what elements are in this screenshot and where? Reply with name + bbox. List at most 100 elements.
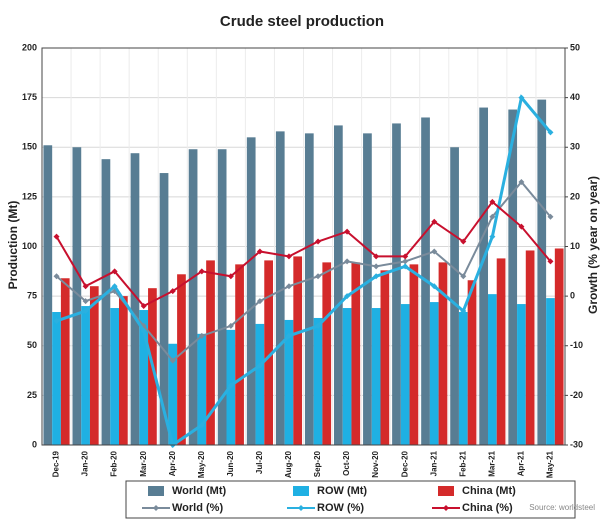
legend-label: World (%) (172, 502, 223, 514)
bar (508, 109, 518, 445)
bar (342, 308, 352, 445)
y-tick-label: 0 (32, 439, 37, 449)
bar (525, 250, 535, 445)
x-tick-label: Nov-20 (371, 450, 380, 477)
bar (409, 264, 419, 445)
y2-tick-label: 0 (570, 291, 575, 301)
bar (537, 99, 547, 446)
bar (168, 343, 178, 445)
marker (402, 253, 409, 260)
legend-label: China (%) (462, 502, 513, 514)
marker (82, 298, 89, 305)
source: Source: worldsteel (529, 503, 595, 512)
bar (118, 296, 128, 445)
x-tick-label: Oct-20 (342, 450, 351, 475)
marker (140, 327, 147, 334)
bar (197, 333, 207, 445)
marker (315, 322, 322, 329)
marker (344, 293, 351, 300)
line (56, 94, 552, 448)
marker (285, 283, 292, 290)
marker (198, 422, 205, 429)
bar (139, 310, 149, 445)
y2-axis-title: Growth (% year on year) (586, 176, 600, 314)
x-tick-label: Feb-21 (458, 450, 467, 476)
bar (81, 306, 90, 445)
x-tick-label: Jul-20 (255, 450, 264, 474)
marker (460, 308, 467, 315)
bar (304, 133, 314, 446)
bar (458, 312, 468, 445)
marker (547, 129, 554, 136)
bar (429, 302, 439, 445)
marker (111, 283, 118, 290)
marker (82, 283, 89, 290)
bar (363, 133, 372, 446)
marker (518, 94, 525, 101)
y2-tick-label: -10 (570, 340, 583, 350)
bar (467, 280, 477, 445)
marker (344, 258, 351, 265)
marker (489, 213, 496, 220)
bar (206, 260, 215, 445)
marker (140, 303, 147, 310)
bar (217, 149, 227, 446)
legend-marker (298, 505, 304, 511)
legend-marker (443, 505, 449, 511)
x-tick-label: Dec-19 (52, 450, 61, 477)
marker (198, 332, 205, 339)
marker (431, 248, 438, 255)
bar (488, 294, 497, 445)
marker (111, 268, 118, 275)
y-axis-title: Production (Mt) (6, 201, 20, 290)
x-tick-label: Aug-20 (284, 450, 293, 478)
marker (315, 273, 322, 280)
bar (438, 262, 448, 445)
y2-tick-label: -30 (570, 439, 583, 449)
marker (489, 198, 496, 205)
bar (43, 145, 53, 445)
y2-tick-label: 40 (570, 92, 580, 102)
marker (53, 317, 60, 324)
bar (130, 153, 140, 445)
legend-marker (153, 505, 159, 511)
y-tick-label: 150 (22, 142, 37, 152)
marker (169, 288, 176, 295)
marker (547, 213, 554, 220)
bar (101, 159, 111, 445)
marker (373, 253, 380, 260)
marker (315, 238, 322, 245)
legend-swatch (148, 486, 164, 496)
bar (322, 262, 332, 445)
x-tick-label: May-20 (197, 450, 206, 478)
bar (275, 131, 285, 445)
bar (110, 308, 119, 445)
bar (159, 173, 169, 445)
bar (371, 308, 381, 445)
legend-label: China (Mt) (462, 485, 516, 497)
marker (431, 283, 438, 290)
bar (313, 317, 323, 445)
bar (380, 270, 390, 445)
bar (52, 312, 61, 445)
bar (554, 248, 564, 445)
bar (517, 304, 526, 445)
x-tick-label: Jan-21 (429, 450, 438, 476)
x-tick-label: Feb-20 (110, 450, 119, 476)
line (55, 200, 552, 308)
marker (227, 322, 234, 329)
bar (450, 147, 459, 445)
x-tick-label: Jun-20 (226, 450, 235, 476)
marker (518, 223, 525, 230)
bar (293, 256, 303, 445)
marker (256, 248, 263, 255)
marker (198, 268, 205, 275)
legend-box (125, 480, 576, 519)
y2-tick-label: 50 (570, 42, 580, 52)
bar (72, 147, 82, 445)
bar (400, 304, 410, 445)
plot-frame (41, 47, 566, 446)
bar (60, 278, 70, 445)
marker (431, 218, 438, 225)
bar (351, 262, 361, 445)
